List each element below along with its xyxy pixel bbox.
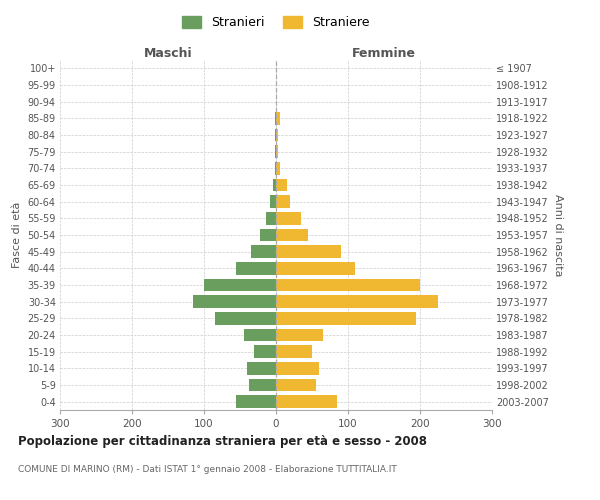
Bar <box>276 246 341 258</box>
Bar <box>273 179 276 192</box>
Bar <box>276 262 355 274</box>
Legend: Stranieri, Straniere: Stranieri, Straniere <box>178 11 374 34</box>
Bar <box>275 129 276 141</box>
Bar <box>276 312 416 324</box>
Bar <box>254 346 276 358</box>
Bar <box>244 329 276 341</box>
Bar <box>276 362 319 374</box>
Bar <box>276 129 278 141</box>
Bar <box>276 146 278 158</box>
Bar <box>248 379 276 391</box>
Bar <box>276 329 323 341</box>
Bar <box>275 112 276 124</box>
Bar <box>276 396 337 408</box>
Text: COMUNE DI MARINO (RM) - Dati ISTAT 1° gennaio 2008 - Elaborazione TUTTITALIA.IT: COMUNE DI MARINO (RM) - Dati ISTAT 1° ge… <box>18 465 397 474</box>
Bar <box>276 162 280 174</box>
Bar <box>236 396 276 408</box>
Text: Popolazione per cittadinanza straniera per età e sesso - 2008: Popolazione per cittadinanza straniera p… <box>18 435 427 448</box>
Bar <box>260 229 276 241</box>
Bar <box>251 246 276 258</box>
Bar <box>276 179 287 192</box>
Y-axis label: Anni di nascita: Anni di nascita <box>553 194 563 276</box>
Bar <box>266 212 276 224</box>
Bar <box>270 196 276 208</box>
Text: Femmine: Femmine <box>352 47 416 60</box>
Bar <box>276 196 290 208</box>
Bar <box>276 229 308 241</box>
Bar <box>204 279 276 291</box>
Bar <box>276 296 438 308</box>
Bar <box>247 362 276 374</box>
Bar <box>276 379 316 391</box>
Bar <box>193 296 276 308</box>
Y-axis label: Fasce di età: Fasce di età <box>12 202 22 268</box>
Bar <box>215 312 276 324</box>
Bar <box>275 146 276 158</box>
Bar <box>236 262 276 274</box>
Text: Maschi: Maschi <box>143 47 193 60</box>
Bar <box>276 346 312 358</box>
Bar <box>275 162 276 174</box>
Bar <box>276 112 280 124</box>
Bar <box>276 279 420 291</box>
Bar <box>276 212 301 224</box>
